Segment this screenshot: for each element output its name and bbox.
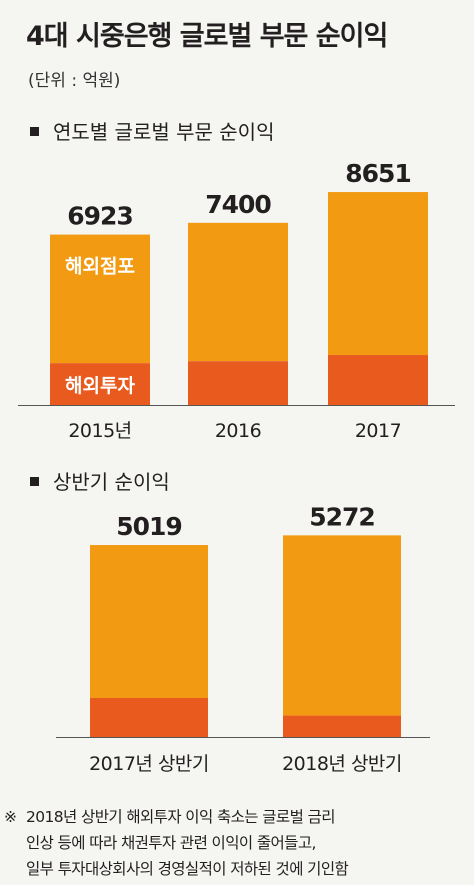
unit-label: (단위 : 억원) (28, 71, 121, 91)
value-label-0-2: 8651 (345, 159, 411, 188)
category-label-1-1: 2018년 상반기 (282, 753, 402, 775)
category-label-0-0: 2015년 (68, 420, 131, 442)
footnote-line-1: 2018년 상반기 해외투자 이익 축소는 글로벌 금리 (26, 808, 335, 826)
value-label-0-1: 7400 (205, 190, 271, 219)
bar-overseas-branch-0-2 (328, 192, 428, 356)
bar-overseas-invest-0-2 (328, 355, 428, 405)
bar-overseas-branch-0-0 (50, 234, 150, 364)
bar-overseas-invest-0-1 (188, 361, 288, 405)
footnote: ※ 2018년 상반기 해외투자 이익 축소는 글로벌 금리 인상 등에 따라 채… (4, 804, 349, 882)
bullet-square-icon (30, 127, 39, 136)
chart-title: 4대 시중은행 글로벌 부문 순이익 (26, 21, 388, 52)
category-label-0-2: 2017 (355, 420, 401, 442)
section-title-half: 상반기 순이익 (30, 466, 170, 495)
bar-overseas-invest-1-1 (283, 715, 401, 737)
series-label-overseas-invest: 해외투자 (65, 375, 135, 397)
bar-overseas-invest-0-0 (50, 363, 150, 405)
bar-overseas-branch-1-0 (90, 545, 208, 698)
value-label-0-0: 6923 (67, 202, 133, 231)
section-title-annual-text: 연도별 글로벌 부문 순이익 (53, 120, 275, 144)
bullet-square-icon (30, 477, 39, 486)
bar-overseas-branch-1-1 (283, 535, 401, 716)
footnote-line-3: 일부 투자대상회사의 경영실적이 저하된 것에 기인함 (26, 860, 349, 878)
category-label-0-1: 2016 (215, 420, 261, 442)
section-title-half-text: 상반기 순이익 (53, 470, 170, 494)
category-label-1-0: 2017년 상반기 (89, 753, 209, 775)
section-title-annual: 연도별 글로벌 부문 순이익 (30, 116, 274, 145)
footnote-mark: ※ (4, 808, 17, 826)
footnote-line-2: 인상 등에 따라 채권투자 관련 이익이 줄어들고, (26, 834, 316, 852)
bar-overseas-invest-1-0 (90, 697, 208, 737)
value-label-1-1: 5272 (309, 502, 375, 531)
bar-overseas-branch-0-1 (188, 222, 288, 362)
value-label-1-0: 5019 (116, 512, 182, 541)
series-label-overseas-branch: 해외점포 (65, 256, 135, 278)
